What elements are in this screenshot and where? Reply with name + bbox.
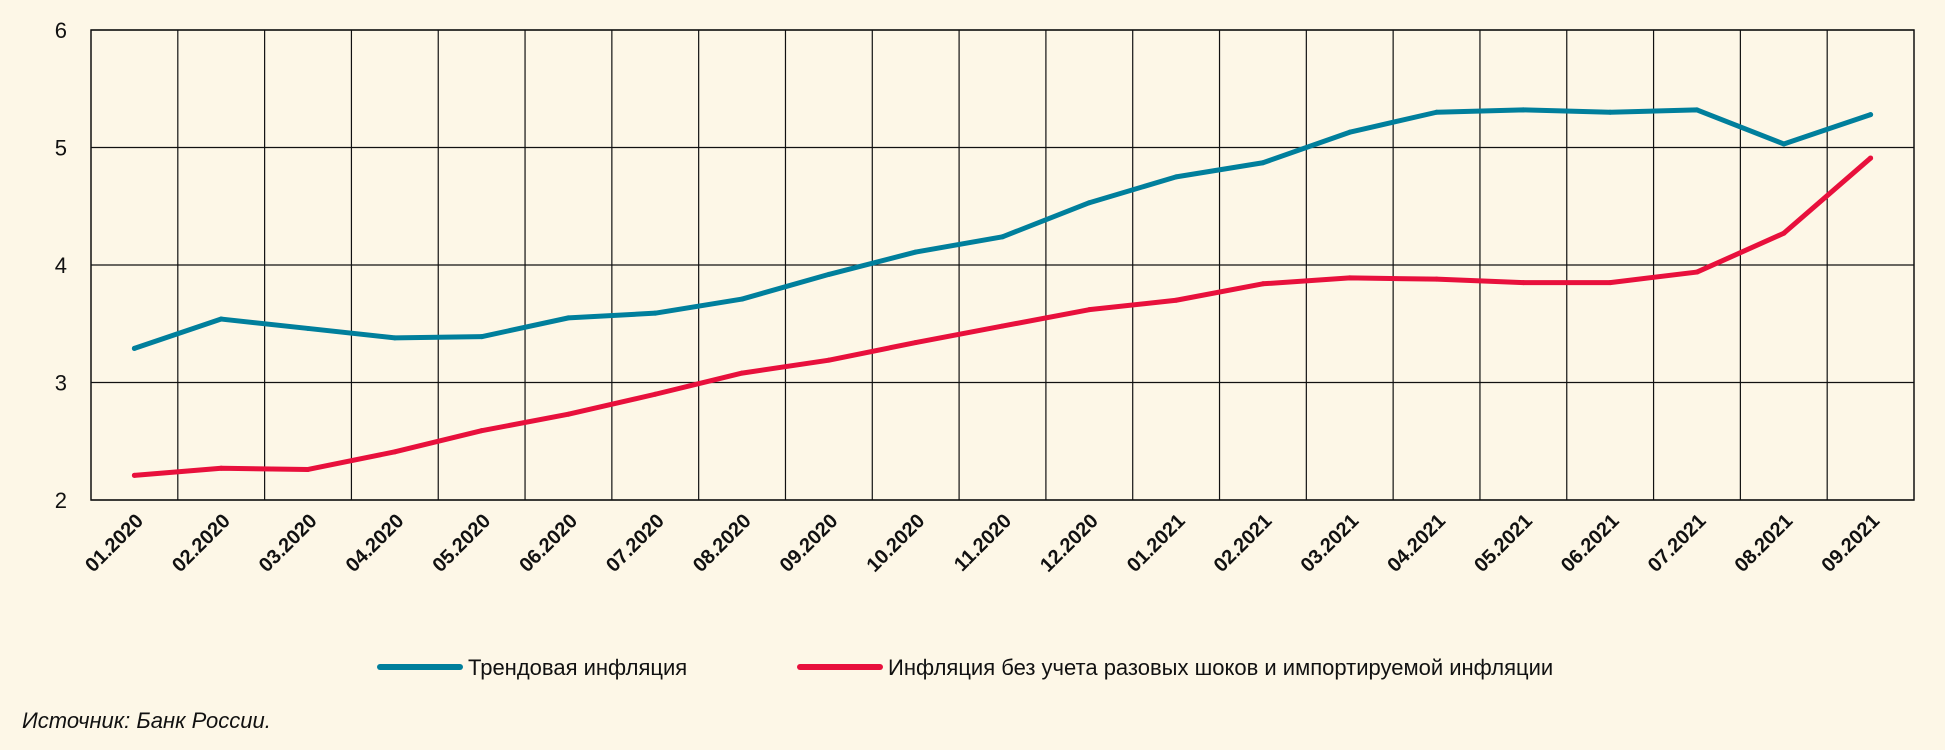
data-point xyxy=(826,357,832,363)
x-tick-label: 03.2020 xyxy=(255,510,322,577)
x-tick-label: 12.2020 xyxy=(1036,510,1103,577)
x-tick-label: 01.2021 xyxy=(1123,510,1190,577)
data-point xyxy=(1694,269,1700,275)
x-tick-label: 07.2020 xyxy=(602,510,669,577)
y-tick-label: 6 xyxy=(55,18,67,43)
data-point xyxy=(1607,109,1613,115)
data-point xyxy=(131,345,137,351)
data-point xyxy=(913,249,919,255)
y-axis: 2 3 4 5 6 xyxy=(55,18,67,513)
data-point xyxy=(1868,155,1874,161)
y-tick-label: 2 xyxy=(55,488,67,513)
data-point xyxy=(218,465,224,471)
data-point xyxy=(479,428,485,434)
x-tick-label: 04.2021 xyxy=(1383,510,1450,577)
series-lines xyxy=(131,107,1874,478)
data-point xyxy=(1000,234,1005,240)
data-point xyxy=(1868,112,1874,118)
data-point xyxy=(1434,276,1440,282)
data-point xyxy=(826,271,832,277)
data-point xyxy=(1520,107,1526,113)
x-tick-label: 07.2021 xyxy=(1644,510,1711,577)
x-tick-label: 02.2020 xyxy=(168,510,235,577)
x-tick-label: 09.2020 xyxy=(776,510,843,577)
data-point xyxy=(739,296,745,302)
x-tick-label: 08.2020 xyxy=(689,510,756,577)
source-note: Источник: Банк России. xyxy=(22,708,271,733)
data-point xyxy=(565,315,571,321)
data-point xyxy=(913,340,919,346)
x-tick-label: 03.2021 xyxy=(1297,510,1364,577)
data-point xyxy=(565,411,571,417)
x-tick-label: 11.2020 xyxy=(950,510,1016,576)
series-line-core xyxy=(131,155,1874,478)
data-point xyxy=(392,449,398,455)
data-point xyxy=(652,391,658,397)
y-tick-label: 4 xyxy=(55,253,67,278)
data-point xyxy=(218,316,224,322)
data-point xyxy=(1520,280,1526,286)
x-tick-label: 05.2021 xyxy=(1470,510,1537,577)
data-point xyxy=(1000,323,1005,329)
x-tick-label: 02.2021 xyxy=(1210,510,1277,577)
data-point xyxy=(1347,129,1353,135)
data-point xyxy=(305,325,311,331)
data-point xyxy=(1260,160,1266,166)
x-tick-label: 06.2021 xyxy=(1557,510,1624,577)
x-tick-label: 01.2020 xyxy=(81,510,148,577)
data-point xyxy=(305,466,311,472)
x-tick-label: 04.2020 xyxy=(342,510,409,577)
data-point xyxy=(1607,280,1613,286)
legend-label-core: Инфляция без учета разовых шоков и импор… xyxy=(888,655,1553,680)
legend: Трендовая инфляция Инфляция без учета ра… xyxy=(377,655,1553,680)
data-point xyxy=(479,334,485,340)
data-point xyxy=(1781,141,1787,147)
legend-label-trend: Трендовая инфляция xyxy=(468,655,687,680)
grid xyxy=(90,29,1915,501)
x-tick-label: 08.2021 xyxy=(1731,510,1798,577)
data-point xyxy=(739,370,745,376)
data-point xyxy=(1086,307,1092,313)
data-point xyxy=(1086,200,1092,206)
data-point xyxy=(1347,275,1353,281)
series-line-trend xyxy=(131,107,1874,351)
x-tick-label: 06.2020 xyxy=(515,510,582,577)
x-tick-label: 09.2021 xyxy=(1817,510,1884,577)
y-tick-label: 3 xyxy=(55,371,67,396)
data-point xyxy=(1434,109,1440,115)
data-point xyxy=(1173,174,1179,180)
data-point xyxy=(131,472,137,478)
data-point xyxy=(652,310,658,316)
data-point xyxy=(1694,107,1700,113)
data-point xyxy=(392,335,398,341)
data-point xyxy=(1173,297,1179,303)
x-tick-label: 10.2020 xyxy=(863,510,930,577)
x-axis: 01.2020 02.2020 03.2020 04.2020 05.2020 06.20… xyxy=(81,510,1884,577)
x-tick-label: 05.2020 xyxy=(429,510,496,577)
data-point xyxy=(1781,230,1787,236)
data-point xyxy=(1260,281,1266,287)
y-tick-label: 5 xyxy=(55,136,67,161)
